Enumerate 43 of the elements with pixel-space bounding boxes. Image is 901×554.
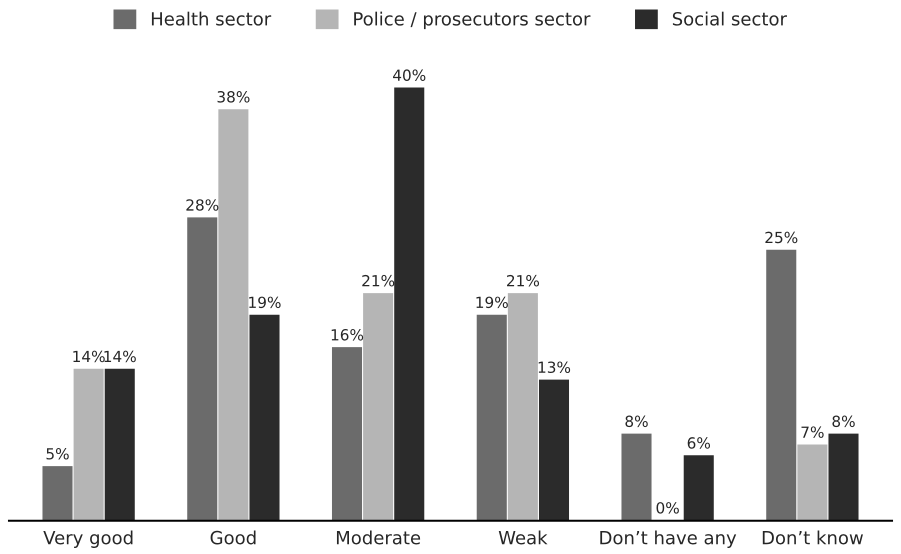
bar <box>332 347 362 521</box>
x-tick-label: Don’t have any <box>600 530 736 548</box>
bar <box>538 380 570 521</box>
data-label: 13% <box>538 361 570 374</box>
data-label: 38% <box>218 91 250 103</box>
legend-label: Health sector <box>152 12 272 26</box>
data-label: 40% <box>393 69 426 81</box>
data-label: 28% <box>186 199 218 211</box>
bar <box>104 368 135 521</box>
data-label: 19% <box>476 296 508 308</box>
bar <box>684 455 714 521</box>
data-label: 21% <box>507 274 540 286</box>
bar <box>74 368 104 521</box>
bar <box>218 109 248 521</box>
bar <box>797 444 828 521</box>
data-label: 7% <box>802 426 824 438</box>
x-tick-label: Moderate <box>336 530 420 544</box>
x-tick-label: Very good <box>43 530 132 548</box>
data-label: 8% <box>625 416 648 428</box>
data-label: 5% <box>46 448 69 460</box>
x-tick-label: Weak <box>498 530 548 544</box>
bar <box>828 434 859 521</box>
bar <box>394 88 424 521</box>
bar <box>42 466 73 521</box>
legend-label: Social sector <box>672 12 787 26</box>
bar <box>766 250 796 521</box>
data-label: 14% <box>73 350 105 362</box>
data-label: 25% <box>765 232 798 244</box>
x-tick-label: Don’t know <box>762 530 863 544</box>
data-label: 19% <box>249 296 281 308</box>
bar <box>363 293 394 521</box>
data-label: 6% <box>688 437 710 449</box>
legend-label: Police / prosecutors sector <box>354 12 590 30</box>
data-label: 16% <box>332 329 364 341</box>
bar <box>621 434 652 521</box>
bar <box>187 217 218 521</box>
bar <box>508 293 538 521</box>
x-tick-label: Good <box>210 530 256 544</box>
bar <box>476 314 507 521</box>
bar <box>249 314 280 521</box>
data-label: 0% <box>656 502 679 514</box>
data-label: 8% <box>832 416 855 428</box>
data-label: 14% <box>104 350 136 362</box>
